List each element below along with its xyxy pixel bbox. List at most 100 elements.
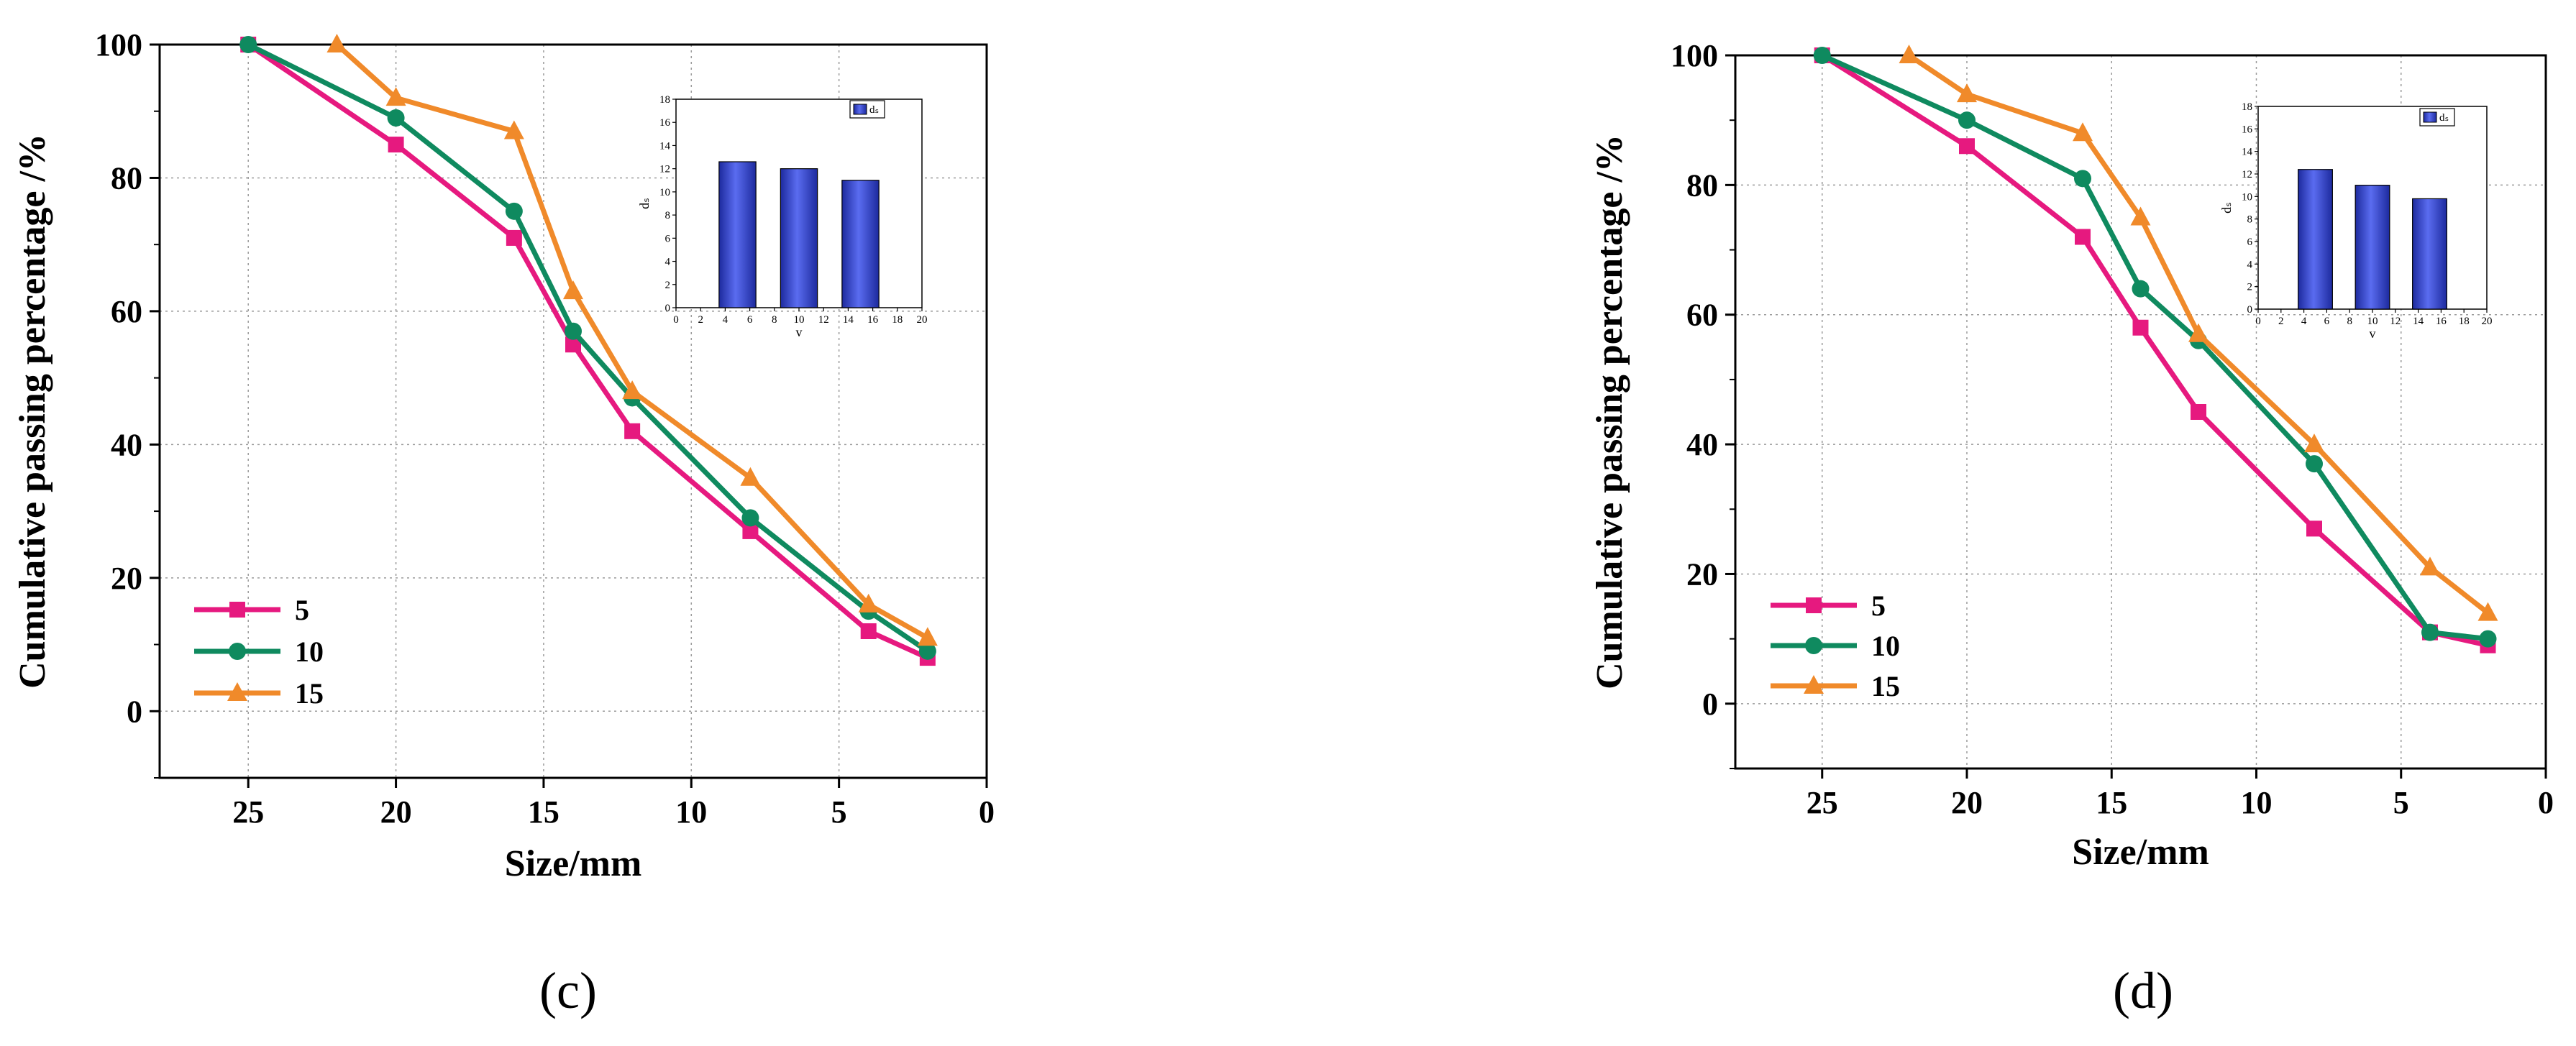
inset-y-tick-label: 2 — [2247, 282, 2253, 293]
series-line-5 — [247, 42, 929, 661]
data-point — [2188, 323, 2209, 342]
data-point — [2306, 455, 2323, 473]
x-tick-label: 10 — [2241, 785, 2273, 820]
inset-y-tick-label: 18 — [659, 94, 670, 106]
data-point — [622, 380, 643, 400]
inset-x-tick-label: 10 — [2367, 316, 2378, 327]
y-tick-label: 0 — [127, 694, 142, 729]
inset-bar — [2412, 198, 2447, 310]
inset-x-tick-label: 20 — [2482, 316, 2493, 327]
y-tick-label: 20 — [111, 561, 142, 596]
data-point — [387, 109, 405, 127]
y-tick-label: 20 — [1686, 556, 1718, 592]
data-point — [2073, 122, 2093, 142]
inset-x-tick-label: 18 — [2459, 316, 2470, 327]
series-15 — [326, 34, 938, 646]
inset-x-tick-label: 8 — [772, 314, 777, 326]
series-10 — [1813, 47, 2497, 648]
data-point — [239, 36, 257, 53]
data-point — [2074, 170, 2091, 188]
data-point — [565, 322, 582, 340]
inset-legend-swatch — [853, 104, 867, 115]
inset-x-tick-label: 12 — [2390, 316, 2401, 327]
data-point — [2075, 229, 2091, 245]
data-point — [565, 336, 581, 353]
series-line-5 — [1820, 53, 2489, 648]
x-axis-title: Size/mm — [2072, 832, 2209, 873]
data-point — [860, 623, 877, 639]
inset-y-axis-title: dₛ — [637, 198, 652, 209]
x-tick-label: 25 — [232, 794, 264, 830]
inset-x-tick-label: 14 — [843, 314, 854, 326]
data-point — [2130, 206, 2151, 226]
inset-y-tick-label: 8 — [665, 210, 671, 221]
data-point — [2306, 520, 2322, 537]
y-tick-label: 100 — [1671, 38, 1718, 73]
series-line-10 — [1821, 52, 2488, 642]
inset-x-tick-label: 16 — [2436, 316, 2447, 327]
legend-marker — [227, 682, 247, 701]
inset-y-tick-label: 14 — [659, 140, 671, 152]
inset-x-tick-label: 12 — [818, 314, 829, 326]
legend-marker — [229, 602, 245, 618]
data-point — [740, 467, 761, 486]
inset-y-tick-label: 2 — [665, 280, 671, 291]
x-tick-label: 0 — [2538, 785, 2554, 820]
y-tick-label: 60 — [1686, 298, 1718, 333]
y-tick-label: 40 — [111, 427, 142, 462]
data-point — [2421, 623, 2439, 641]
x-tick-label: 10 — [675, 794, 707, 830]
x-tick-label: 20 — [380, 794, 412, 830]
inset-y-tick-label: 10 — [2242, 191, 2252, 203]
legend-label-5: 5 — [295, 594, 309, 626]
series-15 — [1899, 45, 2498, 621]
inset-y-axis-title: dₛ — [2219, 202, 2234, 214]
legend-label-15: 15 — [1871, 670, 1900, 702]
data-point — [1959, 138, 1975, 155]
inset-y-tick-label: 8 — [2247, 214, 2253, 226]
plot-frame — [158, 43, 988, 779]
data-point — [2420, 556, 2440, 576]
data-point — [326, 34, 347, 52]
x-tick-label: 25 — [1807, 785, 1838, 820]
inset-x-tick-label: 10 — [794, 314, 805, 326]
inset-y-tick-label: 18 — [2242, 101, 2252, 113]
data-point — [858, 593, 879, 613]
legend-label-10: 10 — [295, 636, 324, 668]
inset-x-tick-label: 6 — [2324, 316, 2330, 327]
inset-x-tick-label: 4 — [2301, 316, 2307, 327]
data-point — [2132, 319, 2149, 336]
inset-legend-label: dₛ — [2439, 112, 2449, 124]
plot-frame — [1734, 54, 2547, 770]
legend-label-15: 15 — [295, 677, 324, 710]
data-point — [742, 523, 759, 539]
inset-y-tick-label: 12 — [2242, 169, 2252, 180]
data-point — [2479, 630, 2497, 648]
inset-bar-chart: 0 2 4 6 8 10 12 14 16 18 20 0 2 4 6 8 10 12 14 16 18 v dₛ dₛ — [637, 94, 928, 339]
data-point — [918, 642, 936, 660]
inset-x-tick-label: 14 — [2413, 316, 2424, 327]
inset-x-tick-label: 8 — [2347, 316, 2352, 327]
y-tick-label: 80 — [1686, 168, 1718, 203]
legend: 5 10 15 — [194, 594, 324, 710]
inset-x-axis-title: v — [2370, 326, 2376, 341]
data-point — [505, 202, 523, 220]
inset-y-tick-label: 6 — [2247, 237, 2253, 248]
data-point — [1958, 111, 1976, 129]
y-axis-title: Cumulative passing percentage /% — [12, 134, 53, 689]
inset-x-tick-label: 4 — [723, 314, 729, 326]
data-point — [506, 229, 522, 246]
inset-x-tick-label: 6 — [747, 314, 753, 326]
inset-bar — [780, 168, 818, 308]
series-line-10 — [247, 42, 929, 653]
x-tick-label: 5 — [831, 794, 847, 830]
data-point — [741, 509, 759, 527]
inset-y-tick-label: 4 — [2247, 259, 2253, 270]
panel-label: (d) — [2113, 962, 2173, 1019]
x-tick-label: 5 — [2393, 785, 2409, 820]
inset-y-tick-label: 4 — [665, 257, 671, 268]
inset-y-tick-label: 16 — [659, 117, 671, 129]
inset-y-tick-label: 6 — [665, 233, 671, 244]
inset-x-tick-label: 18 — [892, 314, 903, 326]
